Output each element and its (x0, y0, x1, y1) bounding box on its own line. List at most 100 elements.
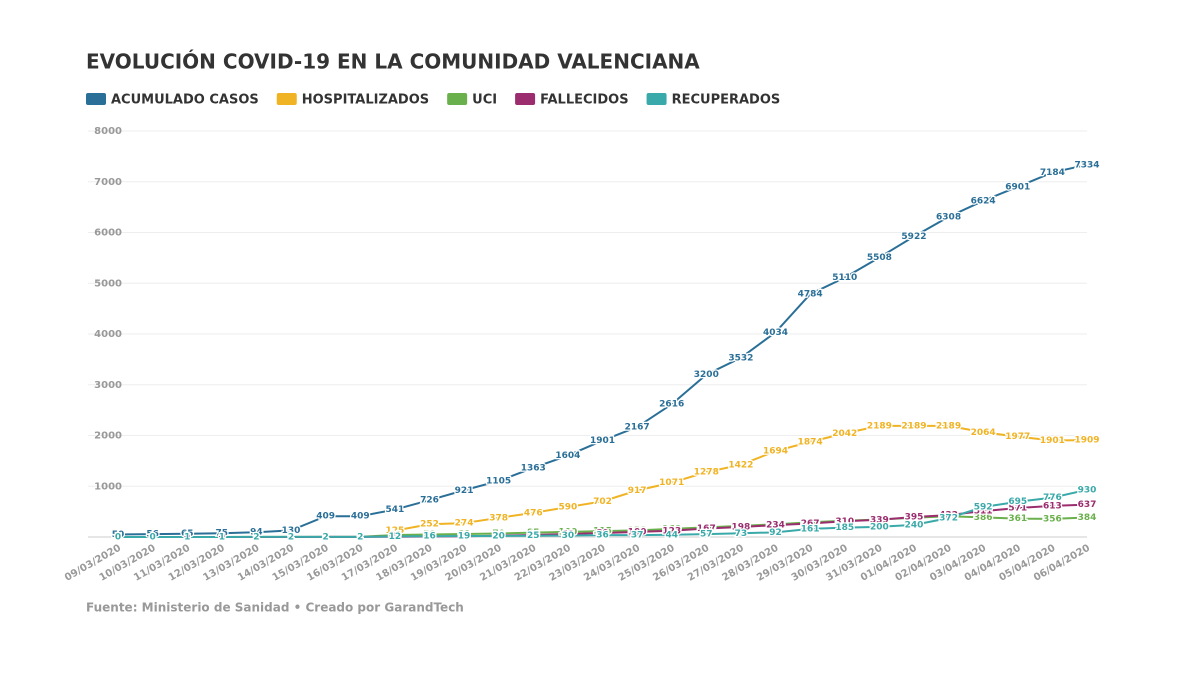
value-label: 2 (253, 532, 259, 542)
value-label: 409 (351, 512, 370, 522)
value-label: 40 (527, 530, 540, 540)
value-label: 198 (732, 522, 751, 532)
legend-label: UCI (472, 93, 497, 108)
value-label: 73 (735, 529, 748, 539)
value-label: 40 (389, 530, 402, 540)
value-label: 100 (628, 527, 647, 537)
value-label: 590 (558, 503, 577, 513)
value-label: 2 (323, 532, 329, 542)
value-label: 5922 (901, 232, 926, 242)
value-label: 1901 (1040, 436, 1065, 446)
series-line (117, 163, 1088, 536)
value-label: 320 (835, 516, 854, 526)
value-label: 15 (458, 532, 471, 542)
value-label: 60 (458, 529, 471, 539)
value-label: 94 (250, 528, 263, 538)
value-label: 125 (385, 526, 404, 536)
legend-swatch (86, 93, 106, 105)
legend-swatch (447, 93, 468, 105)
value-label: 1278 (694, 468, 719, 478)
value-label: 3532 (728, 353, 753, 363)
y-tick-label: 5000 (94, 278, 122, 289)
value-label: 130 (628, 526, 647, 536)
value-label: 361 (1008, 514, 1027, 524)
value-label: 1 (288, 532, 294, 542)
value-label: 5508 (867, 253, 892, 263)
value-label: 4784 (798, 290, 823, 300)
value-label: 30 (562, 531, 575, 541)
value-label: 1 (253, 532, 259, 542)
value-label: 395 (905, 512, 924, 522)
value-label: 252 (420, 520, 439, 530)
series-line (118, 488, 1088, 538)
value-label: 85 (527, 528, 540, 538)
value-label: 0 (115, 533, 121, 543)
value-label: 2042 (832, 429, 857, 439)
value-label: 571 (1008, 504, 1027, 514)
legend-swatch (276, 93, 297, 105)
value-label: 2189 (867, 421, 892, 431)
value-label: 386 (974, 513, 993, 523)
value-label: 372 (939, 514, 958, 524)
value-label: 20 (492, 531, 505, 541)
value-label: 592 (974, 502, 993, 512)
source: Fuente: Ministerio de Sanidad • Creado p… (86, 601, 464, 615)
value-label: 161 (801, 524, 820, 534)
value-label: 25 (527, 531, 540, 541)
value-label: 345 (870, 515, 889, 525)
value-label: 290 (801, 518, 820, 528)
value-label: 2 (357, 532, 363, 542)
value-label: 37 (631, 531, 644, 541)
value-label: 2 (288, 532, 294, 542)
value-label: 7184 (1040, 168, 1065, 178)
value-label: 16 (423, 532, 436, 542)
y-tick-label: 8000 (94, 126, 122, 137)
value-label: 541 (385, 505, 404, 515)
value-label: 70 (492, 529, 505, 539)
x-tick-label: 09/03/2020 (63, 543, 123, 584)
value-label: 1 (184, 532, 190, 542)
value-label: 130 (282, 526, 301, 536)
value-label: 637 (1078, 500, 1097, 510)
value-label: 185 (835, 523, 854, 533)
value-label: 80 (596, 528, 609, 538)
value-label: 1 (219, 532, 225, 542)
value-label: 921 (455, 486, 474, 496)
value-label: 7334 (1074, 160, 1099, 170)
value-label: 2 (288, 532, 294, 542)
value-label: 384 (1078, 513, 1097, 523)
value-label: 917 (628, 486, 647, 496)
value-label: 2189 (936, 421, 961, 431)
chart-title: EVOLUCIÓN COVID-19 EN LA COMUNIDAD VALEN… (86, 50, 700, 74)
legend-swatch (646, 93, 667, 105)
value-label: 6624 (971, 196, 996, 206)
value-label: 776 (1043, 493, 1062, 503)
value-label: 5110 (832, 273, 857, 283)
value-label: 50 (423, 530, 436, 540)
value-label: 695 (1008, 497, 1027, 507)
value-label: 1422 (728, 460, 753, 470)
value-label: 4034 (763, 328, 788, 338)
value-label: 1901 (590, 436, 615, 446)
value-label: 6901 (1005, 182, 1030, 192)
value-label: 511 (974, 507, 993, 517)
value-label: 476 (524, 508, 543, 518)
value-label: 409 (316, 512, 335, 522)
value-label: 0 (219, 533, 225, 543)
value-label: 6308 (936, 212, 961, 222)
value-label: 92 (769, 528, 782, 538)
value-label: 60 (562, 529, 575, 539)
y-tick-label: 4000 (94, 329, 122, 340)
value-label: 2 (323, 532, 329, 542)
value-label: 1604 (555, 451, 580, 461)
legend-swatch (515, 93, 536, 105)
value-label: 1874 (798, 437, 823, 447)
value-label: 613 (1043, 501, 1062, 511)
value-label: 1363 (521, 463, 546, 473)
value-label: 10 (423, 532, 436, 542)
value-label: 2 (253, 532, 259, 542)
value-label: 3200 (694, 370, 719, 380)
value-label: 339 (870, 515, 889, 525)
value-label: 44 (665, 530, 678, 540)
